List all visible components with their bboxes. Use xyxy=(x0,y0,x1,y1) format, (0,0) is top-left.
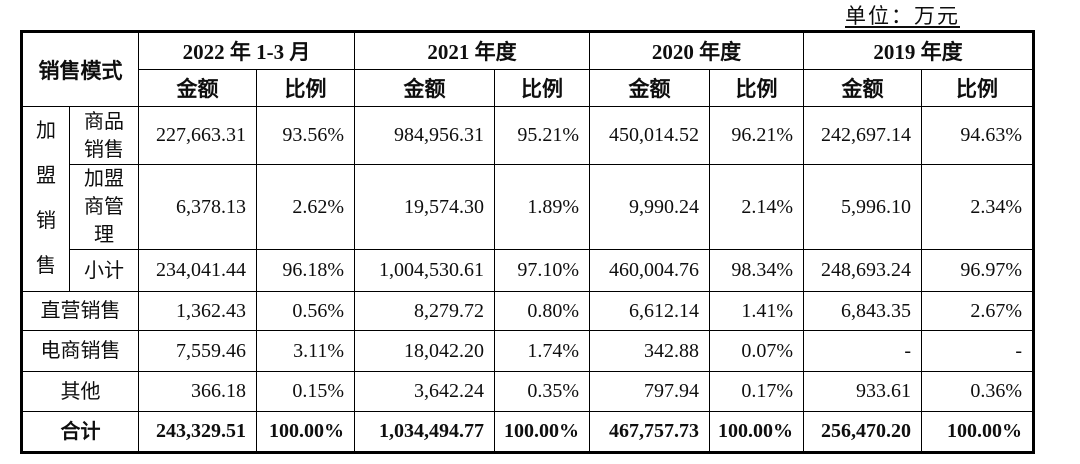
table-cell: - xyxy=(803,330,922,372)
table-cell: 100.00% xyxy=(256,411,355,453)
table-row-other: 其他 366.18 0.15% 3,642.24 0.35% 797.94 0.… xyxy=(21,371,1034,412)
header-period-2022: 2022 年 1-3 月 xyxy=(138,31,355,70)
row-label-subtotal: 小计 xyxy=(69,249,139,292)
row-label-total: 合计 xyxy=(21,411,139,453)
table-cell: 243,329.51 xyxy=(138,411,257,453)
table-cell: 1,004,530.61 xyxy=(354,249,495,292)
table-cell: 450,014.52 xyxy=(589,106,710,165)
table-cell: 2.62% xyxy=(256,164,355,250)
table-cell: 0.80% xyxy=(494,291,590,331)
table-cell: 95.21% xyxy=(494,106,590,165)
header-period-2020: 2020 年度 xyxy=(589,31,804,70)
table-cell: 6,843.35 xyxy=(803,291,922,331)
table-cell: 96.97% xyxy=(921,249,1034,292)
table-cell: 0.36% xyxy=(921,371,1034,412)
table-cell: 1.41% xyxy=(709,291,804,331)
table-cell: 1.89% xyxy=(494,164,590,250)
table-cell: 0.35% xyxy=(494,371,590,412)
table-cell: 100.00% xyxy=(494,411,590,453)
table-cell: 933.61 xyxy=(803,371,922,412)
table-cell: 8,279.72 xyxy=(354,291,495,331)
table-cell: 234,041.44 xyxy=(138,249,257,292)
row-label-other: 其他 xyxy=(21,371,139,412)
table-cell: 0.15% xyxy=(256,371,355,412)
table-cell: 984,956.31 xyxy=(354,106,495,165)
table-cell: 467,757.73 xyxy=(589,411,710,453)
table-cell: 460,004.76 xyxy=(589,249,710,292)
table-cell: 1.74% xyxy=(494,330,590,372)
header-amount-2022: 金额 xyxy=(138,69,257,107)
sales-mode-table: 销售模式 2022 年 1-3 月 2021 年度 2020 年度 2019 年… xyxy=(20,30,1035,454)
row-label-goods-sales: 商品 销售 xyxy=(69,106,139,165)
table-row-direct-sales: 直营销售 1,362.43 0.56% 8,279.72 0.80% 6,612… xyxy=(21,291,1034,331)
table-cell: - xyxy=(921,330,1034,372)
table-cell: 9,990.24 xyxy=(589,164,710,250)
table-cell: 100.00% xyxy=(921,411,1034,453)
row-group-label-franchise: 加 盟 销 售 xyxy=(21,106,70,292)
table-cell: 19,574.30 xyxy=(354,164,495,250)
table-cell: 6,378.13 xyxy=(138,164,257,250)
table-cell: 7,559.46 xyxy=(138,330,257,372)
header-amount-2020: 金额 xyxy=(589,69,710,107)
table-cell: 242,697.14 xyxy=(803,106,922,165)
table-cell: 1,362.43 xyxy=(138,291,257,331)
table-cell: 227,663.31 xyxy=(138,106,257,165)
header-amount-2019: 金额 xyxy=(803,69,922,107)
row-label-franchisee-management: 加盟 商管 理 xyxy=(69,164,139,250)
table-cell: 96.18% xyxy=(256,249,355,292)
table-cell: 2.67% xyxy=(921,291,1034,331)
table-cell: 366.18 xyxy=(138,371,257,412)
table-cell: 97.10% xyxy=(494,249,590,292)
table-row-franchisee-management: 加盟 商管 理 6,378.13 2.62% 19,574.30 1.89% 9… xyxy=(22,164,1034,250)
table-cell: 3,642.24 xyxy=(354,371,495,412)
table-cell: 0.17% xyxy=(709,371,804,412)
table-cell: 1,034,494.77 xyxy=(354,411,495,453)
header-ratio-2019: 比例 xyxy=(921,69,1034,107)
table-cell: 0.56% xyxy=(256,291,355,331)
table-cell: 96.21% xyxy=(709,106,804,165)
table-cell: 342.88 xyxy=(589,330,710,372)
table-cell: 256,470.20 xyxy=(803,411,922,453)
table-cell: 3.11% xyxy=(256,330,355,372)
table-cell: 100.00% xyxy=(709,411,804,453)
table-cell: 18,042.20 xyxy=(354,330,495,372)
row-label-ecommerce-sales: 电商销售 xyxy=(21,330,139,372)
table-cell: 2.14% xyxy=(709,164,804,250)
table-cell: 0.07% xyxy=(709,330,804,372)
table-row-ecommerce-sales: 电商销售 7,559.46 3.11% 18,042.20 1.74% 342.… xyxy=(21,330,1034,372)
table-cell: 94.63% xyxy=(921,106,1034,165)
header-row-subcolumns: 金额 比例 金额 比例 金额 比例 金额 比例 xyxy=(22,69,1034,107)
header-ratio-2021: 比例 xyxy=(494,69,590,107)
table-row-goods-sales: 加 盟 销 售 商品 销售 227,663.31 93.56% 984,956.… xyxy=(21,106,1034,292)
header-ratio-2022: 比例 xyxy=(256,69,355,107)
table-cell: 797.94 xyxy=(589,371,710,412)
table-row-total: 合计 243,329.51 100.00% 1,034,494.77 100.0… xyxy=(21,411,1034,453)
header-ratio-2020: 比例 xyxy=(709,69,804,107)
unit-note: 单位：万元 xyxy=(845,4,960,28)
header-sales-mode: 销售模式 xyxy=(21,31,139,107)
header-amount-2021: 金额 xyxy=(354,69,495,107)
header-row-periods: 销售模式 2022 年 1-3 月 2021 年度 2020 年度 2019 年… xyxy=(21,31,1034,107)
table-cell: 98.34% xyxy=(709,249,804,292)
header-period-2019: 2019 年度 xyxy=(803,31,1034,70)
header-period-2021: 2021 年度 xyxy=(354,31,590,70)
table-cell: 5,996.10 xyxy=(803,164,922,250)
table-row-subtotal: 小计 234,041.44 96.18% 1,004,530.61 97.10%… xyxy=(22,249,1034,292)
table-cell: 2.34% xyxy=(921,164,1034,250)
table-cell: 93.56% xyxy=(256,106,355,165)
table-cell: 248,693.24 xyxy=(803,249,922,292)
row-label-direct-sales: 直营销售 xyxy=(21,291,139,331)
table-cell: 6,612.14 xyxy=(589,291,710,331)
